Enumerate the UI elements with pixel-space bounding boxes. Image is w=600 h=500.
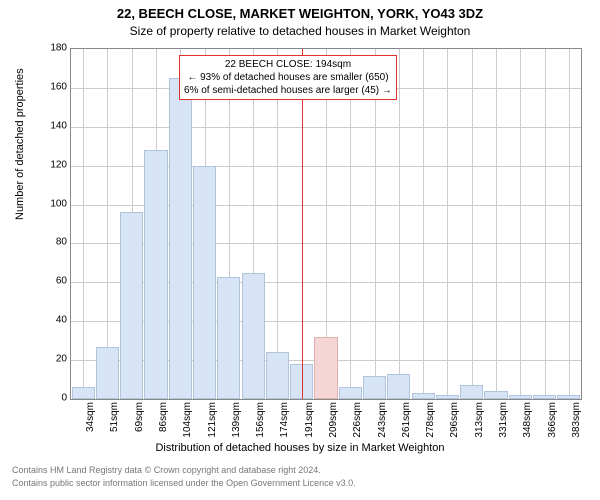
x-tick-label: 174sqm bbox=[279, 402, 290, 452]
gridline-v bbox=[472, 49, 473, 399]
x-tick-label: 69sqm bbox=[134, 402, 145, 452]
x-tick-label: 51sqm bbox=[109, 402, 120, 452]
y-axis-label: Number of detached properties bbox=[14, 68, 26, 220]
histogram-bar bbox=[217, 277, 240, 400]
histogram-bar bbox=[363, 376, 386, 399]
histogram-bar-highlight bbox=[314, 337, 337, 399]
y-tick-label: 140 bbox=[37, 120, 67, 131]
gridline-v bbox=[350, 49, 351, 399]
annotation-line1: 22 BEECH CLOSE: 194sqm bbox=[184, 58, 392, 71]
histogram-bar bbox=[169, 78, 192, 399]
footer-copyright-1: Contains HM Land Registry data © Crown c… bbox=[12, 465, 321, 475]
x-tick-label: 156sqm bbox=[255, 402, 266, 452]
gridline-v bbox=[83, 49, 84, 399]
histogram-bar bbox=[509, 395, 532, 399]
y-tick-label: 80 bbox=[37, 237, 67, 248]
gridline-v bbox=[423, 49, 424, 399]
gridline-v bbox=[375, 49, 376, 399]
gridline-v bbox=[496, 49, 497, 399]
gridline-v bbox=[399, 49, 400, 399]
annotation-callout: 22 BEECH CLOSE: 194sqm ← 93% of detached… bbox=[179, 55, 397, 100]
histogram-bar bbox=[557, 395, 580, 399]
x-tick-label: 226sqm bbox=[352, 402, 363, 452]
chart-container: 22, BEECH CLOSE, MARKET WEIGHTON, YORK, … bbox=[0, 0, 600, 500]
x-tick-label: 296sqm bbox=[449, 402, 460, 452]
histogram-bar bbox=[242, 273, 265, 399]
gridline-v bbox=[569, 49, 570, 399]
marker-line bbox=[302, 49, 303, 399]
histogram-bar bbox=[193, 166, 216, 399]
footer-copyright-2: Contains public sector information licen… bbox=[12, 478, 356, 488]
y-tick-label: 20 bbox=[37, 354, 67, 365]
x-tick-label: 278sqm bbox=[425, 402, 436, 452]
x-tick-label: 331sqm bbox=[498, 402, 509, 452]
y-tick-label: 180 bbox=[37, 43, 67, 54]
y-tick-label: 60 bbox=[37, 276, 67, 287]
histogram-bar bbox=[533, 395, 556, 399]
x-tick-label: 383sqm bbox=[571, 402, 582, 452]
gridline-v bbox=[520, 49, 521, 399]
x-tick-label: 366sqm bbox=[547, 402, 558, 452]
histogram-bar bbox=[436, 395, 459, 399]
histogram-bar bbox=[72, 387, 95, 399]
histogram-bar bbox=[266, 352, 289, 399]
x-tick-label: 34sqm bbox=[85, 402, 96, 452]
annotation-line2: ← 93% of detached houses are smaller (65… bbox=[184, 71, 392, 84]
gridline-v bbox=[545, 49, 546, 399]
x-tick-label: 86sqm bbox=[158, 402, 169, 452]
chart-title-address: 22, BEECH CLOSE, MARKET WEIGHTON, YORK, … bbox=[0, 6, 600, 21]
y-tick-label: 100 bbox=[37, 198, 67, 209]
histogram-bar bbox=[120, 212, 143, 399]
histogram-bar bbox=[484, 391, 507, 399]
x-tick-label: 209sqm bbox=[328, 402, 339, 452]
x-tick-label: 139sqm bbox=[231, 402, 242, 452]
y-tick-label: 40 bbox=[37, 315, 67, 326]
histogram-bar bbox=[412, 393, 435, 399]
x-tick-label: 121sqm bbox=[207, 402, 218, 452]
histogram-bar bbox=[144, 150, 167, 399]
y-tick-label: 0 bbox=[37, 393, 67, 404]
histogram-bar bbox=[460, 385, 483, 399]
y-tick-label: 120 bbox=[37, 159, 67, 170]
x-tick-label: 191sqm bbox=[304, 402, 315, 452]
x-tick-label: 104sqm bbox=[182, 402, 193, 452]
gridline-v bbox=[447, 49, 448, 399]
gridline-v bbox=[277, 49, 278, 399]
chart-subtitle: Size of property relative to detached ho… bbox=[0, 24, 600, 38]
x-tick-label: 261sqm bbox=[401, 402, 412, 452]
annotation-line3: 6% of semi-detached houses are larger (4… bbox=[184, 84, 392, 97]
plot-area: 22 BEECH CLOSE: 194sqm ← 93% of detached… bbox=[70, 48, 582, 400]
histogram-bar bbox=[96, 347, 119, 400]
x-tick-label: 243sqm bbox=[377, 402, 388, 452]
x-tick-label: 313sqm bbox=[474, 402, 485, 452]
histogram-bar bbox=[339, 387, 362, 399]
x-tick-label: 348sqm bbox=[522, 402, 533, 452]
y-tick-label: 160 bbox=[37, 81, 67, 92]
histogram-bar bbox=[387, 374, 410, 399]
